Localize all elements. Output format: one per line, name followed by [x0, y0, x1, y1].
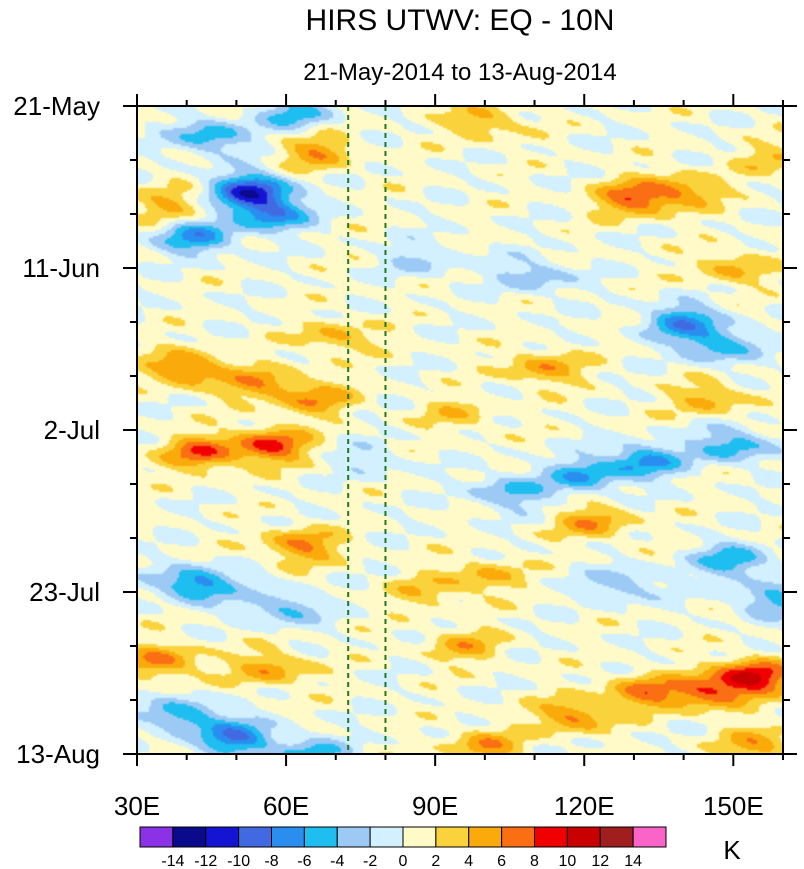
colorbar-label: 14 [624, 853, 642, 869]
colorbar-swatch [172, 826, 207, 848]
x-tick-label: 60E [263, 791, 309, 821]
colorbar-swatch [205, 826, 240, 848]
colorbar-swatch [271, 826, 305, 848]
colorbar-swatch [632, 826, 667, 848]
colorbar-swatch [303, 826, 338, 848]
colorbar-label: 8 [530, 853, 539, 869]
colorbar-swatch [139, 826, 174, 848]
y-tick-label: 11-Jun [22, 253, 100, 283]
colorbar-label: 0 [399, 853, 408, 869]
colorbar-swatch [435, 826, 470, 848]
anomaly-field [137, 106, 783, 754]
colorbar: -14 -12 -10 -8 -6 -4 -2 0 2 4 6 8 10 12 14 [139, 826, 667, 869]
colorbar-label: -4 [330, 853, 344, 869]
colorbar-swatch [336, 826, 371, 848]
y-axis: 21-May 11-Jun 2-Jul 23-Jul 13-Aug [13, 91, 797, 769]
colorbar-swatch [534, 826, 568, 848]
x-tick-label: 90E [412, 791, 458, 821]
x-tick-label: 150E [703, 791, 764, 821]
colorbar-label: 4 [464, 853, 473, 869]
y-tick-label: 23-Jul [29, 577, 100, 607]
colorbar-label: 2 [431, 853, 440, 869]
colorbar-swatch [369, 826, 404, 848]
colorbar-label: -14 [161, 853, 184, 869]
colorbar-label: -2 [363, 853, 377, 869]
colorbar-swatch [238, 826, 272, 848]
chart-title: HIRS UTWV: EQ - 10N [306, 4, 615, 37]
x-tick-label: 30E [114, 791, 160, 821]
colorbar-swatch [501, 826, 535, 848]
colorbar-label: -8 [264, 853, 278, 869]
reference-lines [347, 106, 387, 754]
colorbar-unit: K [723, 835, 741, 865]
colorbar-label: 10 [558, 853, 576, 869]
y-tick-label: 13-Aug [16, 739, 100, 769]
colorbar-swatch [468, 826, 503, 848]
colorbar-label: -12 [194, 853, 217, 869]
x-tick-label: 120E [554, 791, 615, 821]
colorbar-swatch [599, 826, 634, 848]
colorbar-label: -10 [227, 853, 250, 869]
chart-subtitle: 21-May-2014 to 13-Aug-2014 [303, 59, 617, 86]
colorbar-label: -6 [297, 853, 311, 869]
y-tick-label: 2-Jul [44, 415, 100, 445]
y-tick-label: 21-May [13, 91, 100, 121]
x-axis: 30E 60E 90E 120E 150E [114, 94, 784, 821]
plot-area [137, 106, 783, 754]
colorbar-label: 12 [591, 853, 609, 869]
colorbar-label: 6 [497, 853, 506, 869]
colorbar-swatch [402, 826, 437, 848]
colorbar-swatch [566, 826, 601, 848]
